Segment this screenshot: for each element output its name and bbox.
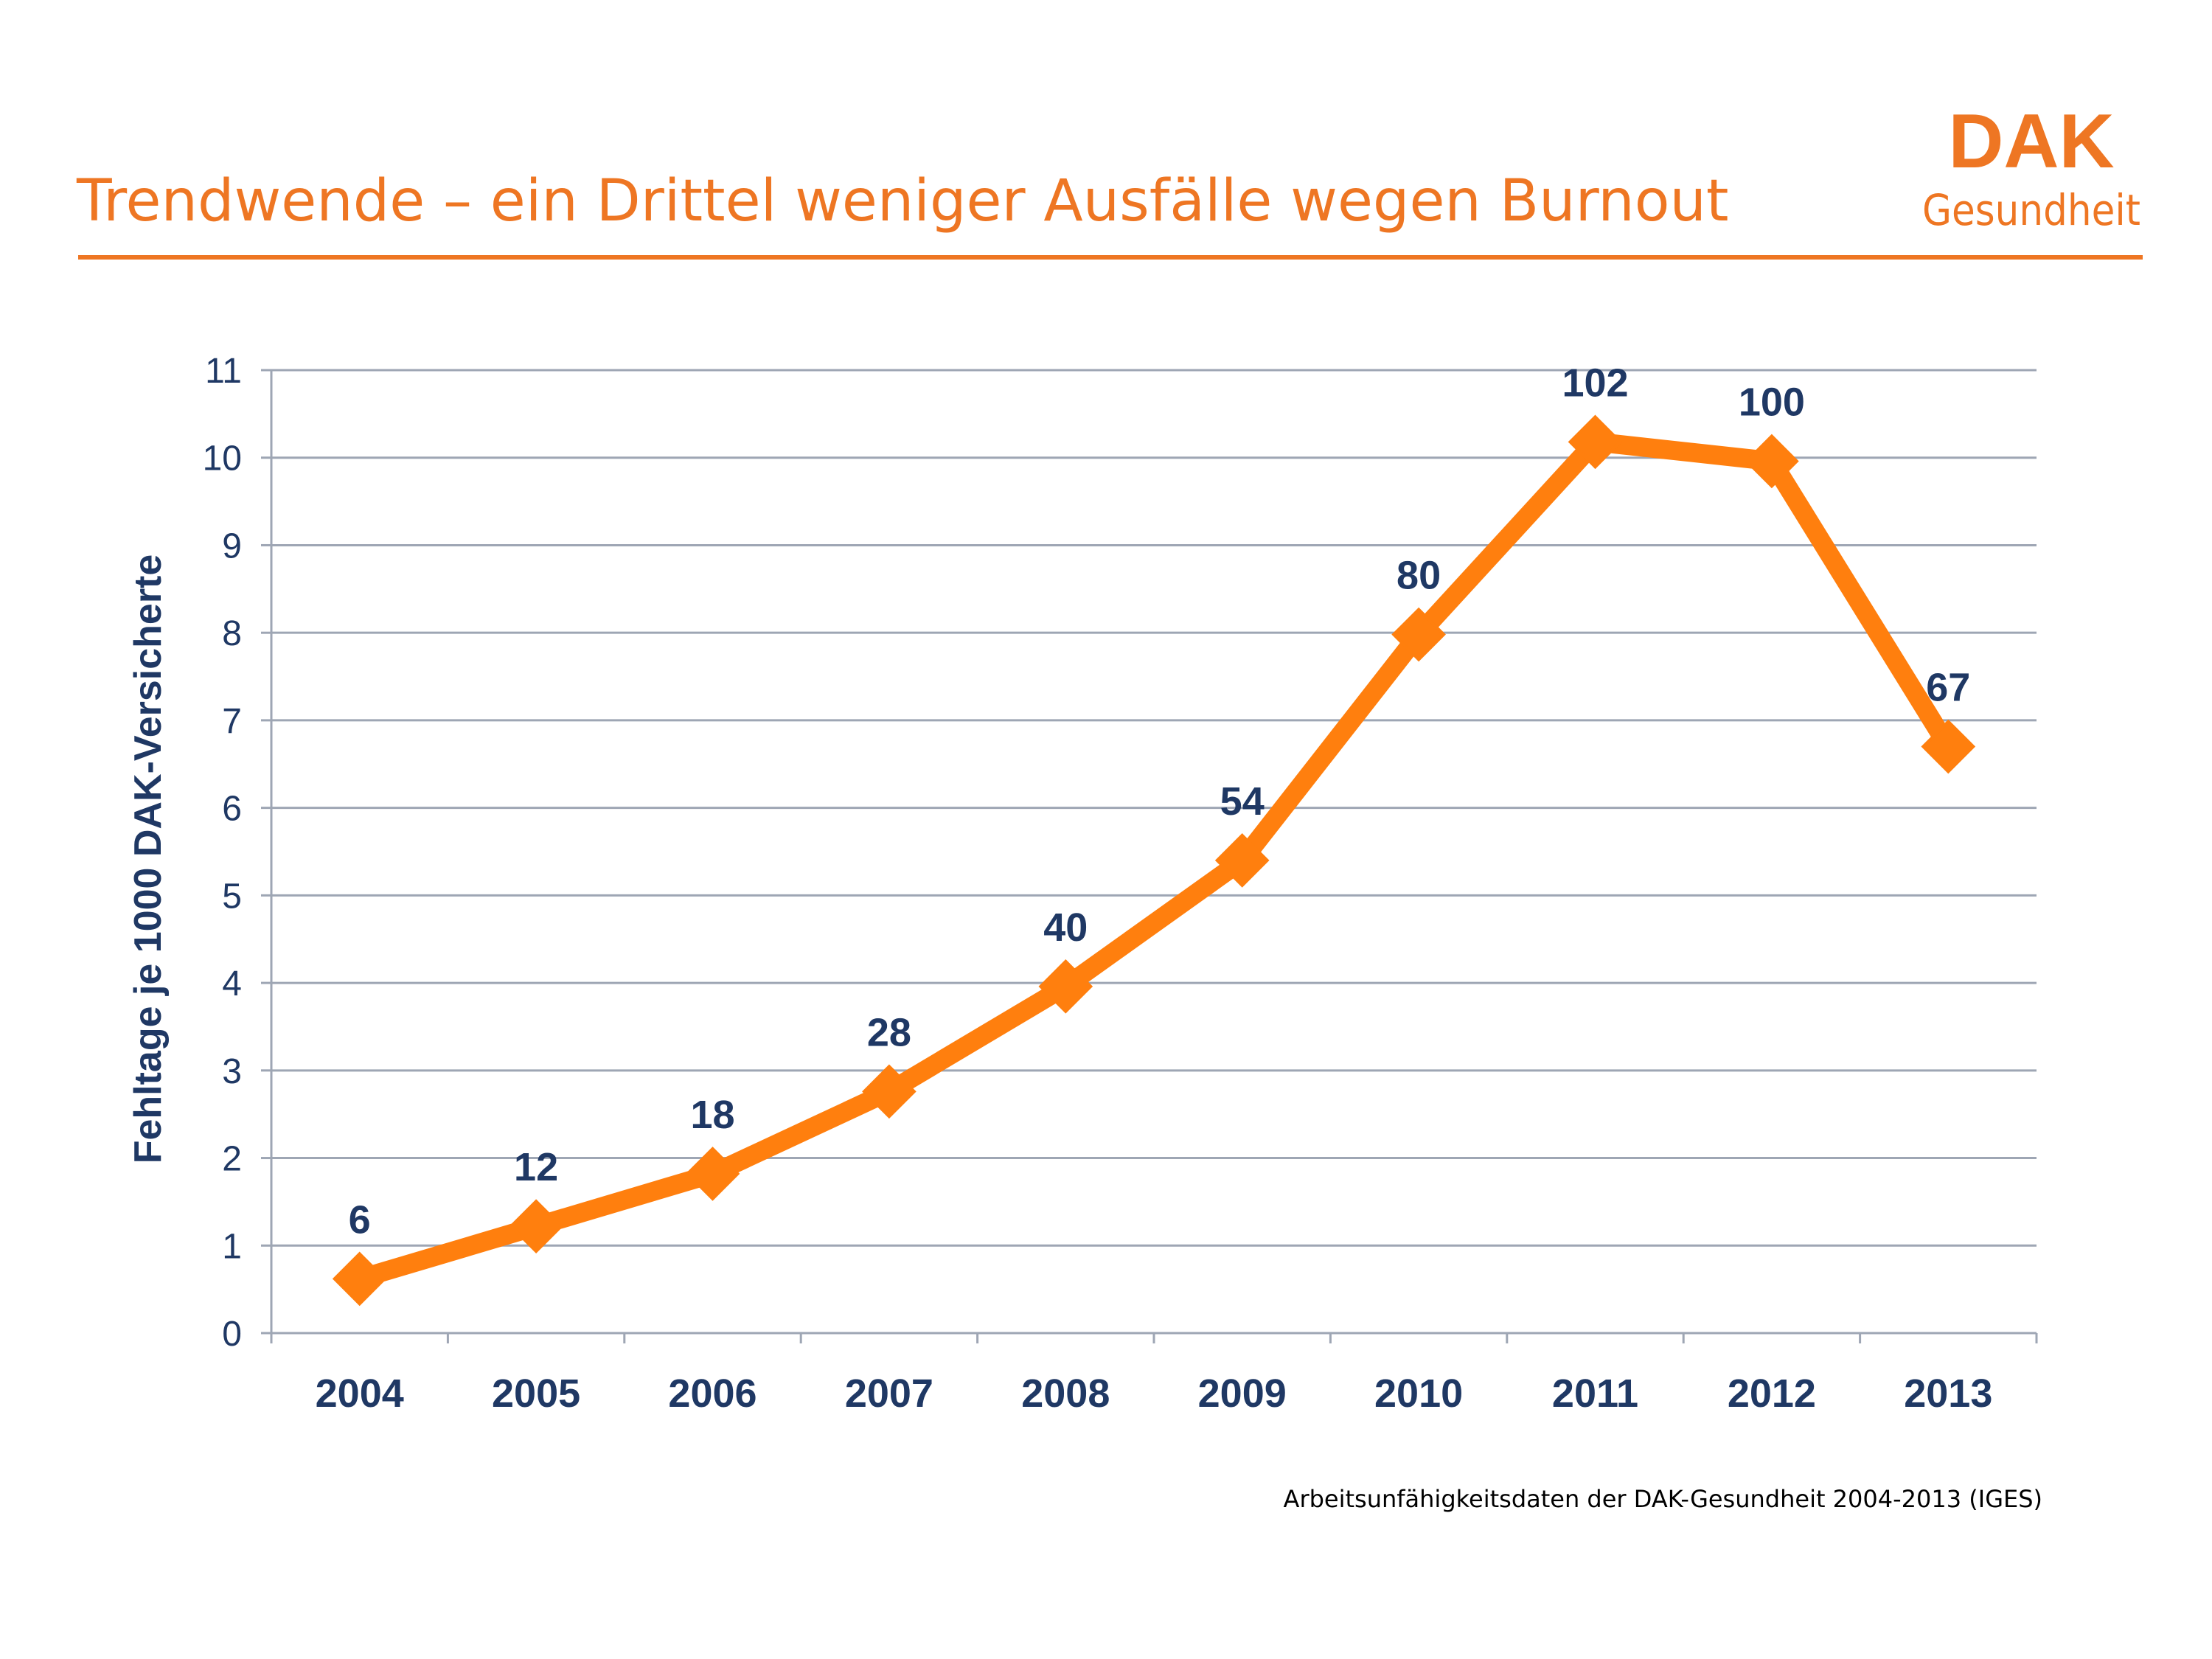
y-tick-label: 2	[222, 1140, 242, 1179]
data-label: 67	[1926, 666, 1970, 710]
data-label: 18	[690, 1093, 734, 1137]
data-point-marker	[1745, 434, 1799, 489]
logo-gesundheit-text: Gesundheit	[1922, 185, 2140, 235]
y-tick-label: 0	[222, 1315, 242, 1354]
data-labels: 6 12 18 28 40 54 80 102 100 67	[349, 361, 1971, 1242]
y-tick-label: 6	[222, 790, 242, 829]
y-tick-label: 10	[203, 439, 242, 479]
data-label: 6	[349, 1197, 371, 1242]
x-tick-label: 2007	[845, 1371, 933, 1416]
x-tick-label: 2013	[1904, 1371, 1992, 1416]
source-note: Arbeitsunfähigkeitsdaten der DAK-Gesundh…	[1283, 1485, 2042, 1513]
x-tick-label: 2008	[1021, 1371, 1110, 1416]
data-point-marker	[862, 1064, 917, 1119]
data-point-marker	[509, 1199, 563, 1253]
x-tick-label: 2011	[1552, 1371, 1638, 1416]
x-tick-label: 2012	[1728, 1371, 1816, 1416]
data-point-marker	[1214, 833, 1270, 888]
data-label: 40	[1043, 905, 1088, 950]
data-label: 80	[1397, 554, 1441, 598]
x-tick-labels: 2004 2005 2006 2007 2008 2009 2010 2011 2012 2013	[316, 1371, 1993, 1416]
axes	[261, 369, 2038, 1343]
y-tick-label: 1	[222, 1227, 242, 1266]
data-label: 100	[1739, 380, 1805, 424]
data-point-marker	[1038, 959, 1093, 1014]
x-tick-label: 2006	[668, 1371, 757, 1416]
data-label: 54	[1220, 779, 1265, 824]
x-tick-label: 2010	[1374, 1371, 1463, 1416]
y-tick-label: 3	[222, 1052, 242, 1091]
data-label: 102	[1562, 361, 1628, 405]
data-point-marker	[1568, 414, 1623, 470]
title-divider	[78, 255, 2143, 260]
y-tick-label: 9	[222, 526, 242, 566]
series-line	[349, 432, 1958, 1289]
x-tick-label: 2009	[1198, 1371, 1287, 1416]
dak-gesundheit-logo: DAK Gesundheit	[1922, 107, 2140, 235]
y-axis-label: Fehltage je 1000 DAK-Versicherte	[127, 554, 170, 1164]
y-tick-label: 4	[222, 964, 242, 1004]
x-tick-label: 2005	[492, 1371, 580, 1416]
series-burnout	[349, 432, 1958, 1289]
slide-title: Trendwende – ein Drittel weniger Ausfäll…	[77, 168, 1729, 234]
data-point-marker	[1391, 607, 1446, 662]
y-tick-label: 5	[222, 877, 242, 916]
data-point-marker	[1921, 719, 1976, 774]
data-point-marker	[685, 1147, 740, 1201]
y-tick-labels: 0 1 2 3 4 5 6 7 8 9 10 11	[203, 352, 242, 1354]
gridlines	[271, 369, 2037, 1247]
x-tick-label: 2004	[316, 1371, 404, 1416]
data-label: 28	[867, 1010, 911, 1054]
y-tick-label: 11	[205, 352, 242, 391]
y-tick-label: 7	[222, 702, 242, 741]
series-markers	[332, 414, 1976, 1307]
logo-dak-text: DAK	[1948, 107, 2114, 184]
data-point-marker	[332, 1251, 387, 1307]
y-tick-label: 8	[222, 614, 242, 653]
data-label: 12	[514, 1145, 558, 1189]
